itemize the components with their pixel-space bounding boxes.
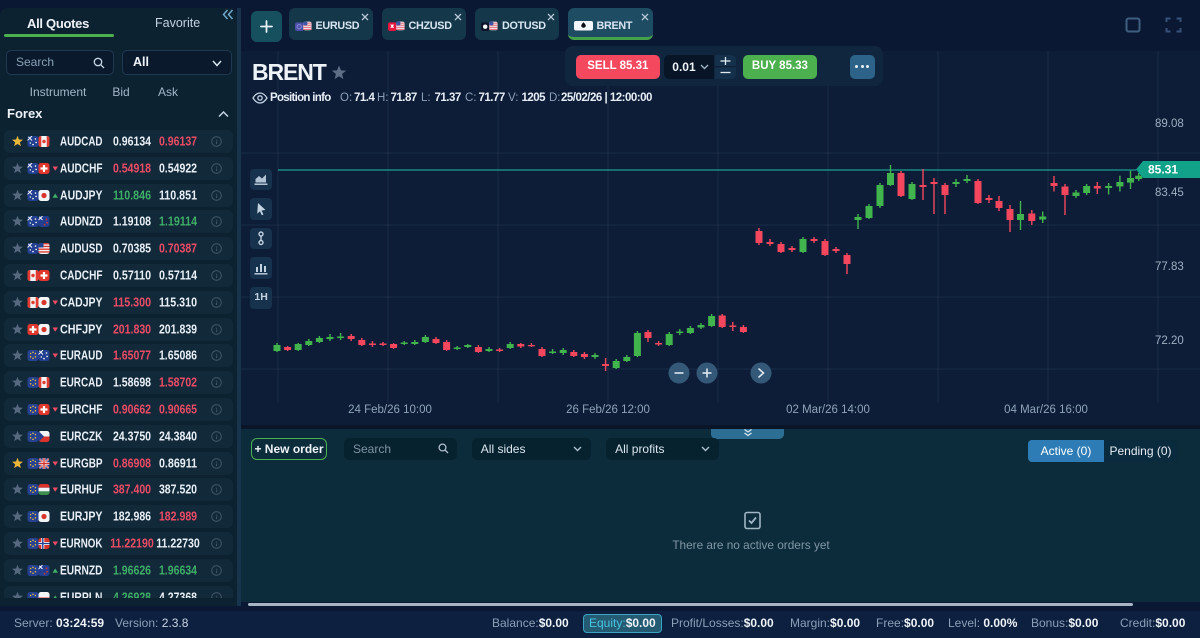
svg-text:0.57110: 0.57110: [113, 269, 151, 283]
svg-text:85.31: 85.31: [1148, 163, 1178, 177]
svg-text:0.96134: 0.96134: [113, 135, 151, 149]
svg-text:AUDNZD: AUDNZD: [60, 215, 103, 229]
svg-text:1.65086: 1.65086: [159, 349, 197, 363]
svg-text:CADCHF: CADCHF: [60, 269, 103, 283]
svg-text:EURNOK: EURNOK: [60, 537, 103, 551]
svg-text:182.986: 182.986: [113, 510, 151, 524]
svg-text:0.90662: 0.90662: [113, 403, 151, 417]
svg-text:77.83: 77.83: [1155, 261, 1184, 273]
svg-text:0.54922: 0.54922: [159, 161, 197, 175]
svg-text:115.310: 115.310: [159, 295, 197, 309]
svg-text:1.58698: 1.58698: [113, 376, 151, 390]
svg-text:201.830: 201.830: [113, 322, 151, 336]
svg-text:4.26928: 4.26928: [113, 590, 151, 598]
svg-text:24.3750: 24.3750: [113, 429, 151, 443]
svg-text:24.3840: 24.3840: [159, 429, 197, 443]
svg-text:387.400: 387.400: [113, 483, 151, 497]
svg-text:EURCHF: EURCHF: [60, 403, 103, 417]
svg-text:EURNZD: EURNZD: [60, 563, 103, 577]
svg-text:0.70387: 0.70387: [159, 242, 197, 256]
svg-text:115.300: 115.300: [113, 295, 151, 309]
svg-text:EURGBP: EURGBP: [60, 456, 103, 470]
svg-text:CHFJPY: CHFJPY: [60, 322, 103, 336]
svg-text:EURCAD: EURCAD: [60, 376, 103, 390]
svg-text:EURPLN: EURPLN: [60, 590, 103, 598]
svg-text:201.839: 201.839: [159, 322, 197, 336]
svg-text:0.54918: 0.54918: [113, 161, 151, 175]
svg-text:72.20: 72.20: [1155, 335, 1184, 347]
svg-text:1.19108: 1.19108: [113, 215, 151, 229]
svg-text:AUDCHF: AUDCHF: [60, 161, 103, 175]
svg-text:1.96626: 1.96626: [113, 563, 151, 577]
svg-text:182.989: 182.989: [159, 510, 197, 524]
svg-text:0.96137: 0.96137: [159, 135, 197, 149]
svg-text:1.58702: 1.58702: [159, 376, 197, 390]
svg-text:26 Feb/26 12:00: 26 Feb/26 12:00: [566, 404, 650, 416]
svg-text:110.851: 110.851: [159, 188, 197, 202]
svg-text:83.45: 83.45: [1155, 187, 1184, 199]
svg-text:4.27368: 4.27368: [159, 590, 197, 598]
svg-text:387.520: 387.520: [159, 483, 197, 497]
svg-text:0.90665: 0.90665: [159, 403, 197, 417]
svg-text:89.08: 89.08: [1155, 118, 1184, 130]
svg-text:24 Feb/26 10:00: 24 Feb/26 10:00: [348, 404, 432, 416]
svg-text:0.86911: 0.86911: [159, 456, 197, 470]
svg-text:AUDCAD: AUDCAD: [60, 135, 103, 149]
svg-text:EURAUD: EURAUD: [60, 349, 103, 363]
svg-text:11.22730: 11.22730: [156, 537, 200, 551]
svg-text:EURCZK: EURCZK: [60, 429, 103, 443]
svg-text:11.22190: 11.22190: [110, 537, 154, 551]
svg-text:1.65077: 1.65077: [113, 349, 151, 363]
svg-text:EURHUF: EURHUF: [60, 483, 103, 497]
svg-text:04 Mar/26 16:00: 04 Mar/26 16:00: [1004, 404, 1088, 416]
svg-text:EURJPY: EURJPY: [60, 510, 103, 524]
svg-text:0.57114: 0.57114: [159, 269, 197, 283]
svg-text:0.70385: 0.70385: [113, 242, 151, 256]
svg-text:0.86908: 0.86908: [113, 456, 151, 470]
svg-text:1.19114: 1.19114: [159, 215, 197, 229]
svg-text:110.846: 110.846: [113, 188, 151, 202]
svg-text:1.96634: 1.96634: [159, 563, 197, 577]
svg-text:AUDJPY: AUDJPY: [60, 188, 103, 202]
svg-text:AUDUSD: AUDUSD: [60, 242, 103, 256]
svg-text:CADJPY: CADJPY: [60, 295, 103, 309]
svg-text:02 Mar/26 14:00: 02 Mar/26 14:00: [786, 404, 870, 416]
